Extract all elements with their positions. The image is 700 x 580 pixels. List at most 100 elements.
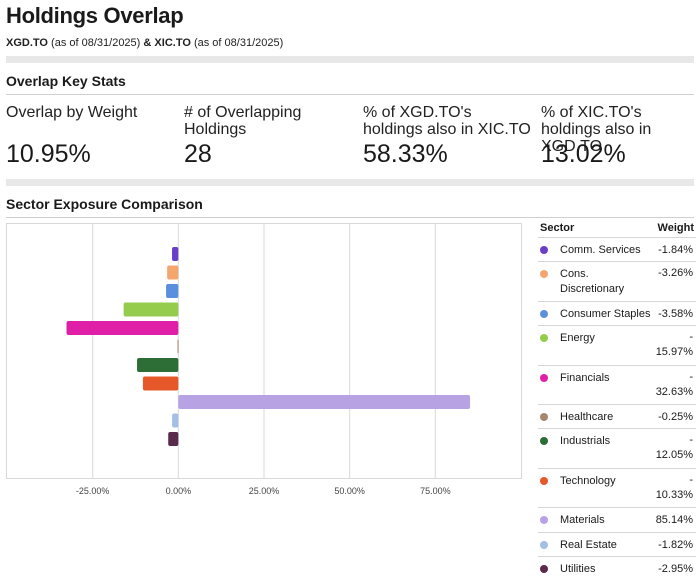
stat-fund2-in-fund1: % of XIC.TO's holdings also in XGD.TO 13…	[541, 104, 696, 168]
stat-value: 10.95%	[6, 140, 91, 168]
table-row: Cons. Discretionary -3.26%	[538, 261, 696, 301]
sector-weight: - 15.97%	[656, 330, 693, 360]
plot-frame	[6, 223, 522, 479]
stat-value: 58.33%	[363, 140, 448, 168]
sector-weight: - 12.05%	[656, 433, 693, 463]
sector-name: Comm. Services	[560, 244, 641, 256]
sector-weight: -3.26%	[658, 267, 693, 279]
legend-dot	[540, 413, 548, 421]
table-row: Technology - 10.33%	[538, 468, 696, 507]
stat-overlapping-holdings: # of Overlapping Holdings 28	[184, 104, 344, 168]
weight-magnitude: 10.33%	[655, 489, 693, 501]
sector-weight: -3.58%	[658, 308, 693, 320]
ampersand: &	[143, 37, 152, 49]
x-tick-label: 25.00%	[249, 486, 280, 496]
legend-dot	[540, 246, 548, 254]
sector-name: Energy	[560, 332, 595, 344]
legend-dot	[540, 437, 548, 445]
stat-value: 28	[184, 140, 212, 168]
sector-name: Consumer Staples	[560, 308, 651, 320]
stat-fund1-in-fund2: % of XGD.TO's holdings also in XIC.TO 58…	[363, 104, 533, 168]
bar-technology[interactable]	[142, 376, 179, 391]
sector-weight: -1.82%	[658, 539, 693, 551]
bar-consumer-staples[interactable]	[166, 284, 179, 298]
sector-weight: -2.95%	[658, 563, 693, 575]
fund2-ticker[interactable]: XIC.TO	[154, 37, 191, 49]
stat-label: Overlap by Weight	[6, 104, 138, 121]
bar-comm-services[interactable]	[172, 247, 179, 261]
x-tick-label: 75.00%	[420, 486, 451, 496]
legend-dot	[540, 565, 548, 573]
weight-magnitude: 32.63%	[655, 386, 693, 398]
heading-rule	[6, 217, 694, 218]
bar-energy[interactable]	[123, 302, 179, 317]
sector-weight: - 10.33%	[656, 473, 693, 503]
legend-dot	[540, 541, 548, 549]
sector-weight: - 32.63%	[656, 370, 693, 400]
bar-materials[interactable]	[178, 395, 471, 409]
sector-name: Healthcare	[560, 411, 614, 423]
weight-sign: -	[689, 474, 693, 486]
table-row: Materials 85.14%	[538, 507, 696, 532]
legend-dot	[540, 334, 548, 342]
bar-financials[interactable]	[66, 321, 179, 335]
x-tick-label: 0.00%	[166, 486, 192, 496]
bar-real-estate[interactable]	[172, 413, 179, 428]
key-stats-heading: Overlap Key Stats	[6, 73, 126, 89]
heading-rule	[6, 94, 694, 95]
legend-dot	[540, 270, 548, 278]
table-row: Consumer Staples -3.58%	[538, 301, 696, 325]
stat-label: % of XGD.TO's holdings also in XIC.TO	[363, 104, 531, 138]
weight-magnitude: 12.05%	[655, 449, 693, 461]
stat-value: 13.02%	[541, 140, 626, 168]
fund1-asof: (as of 08/31/2025)	[51, 37, 141, 49]
weight-sign: -	[689, 371, 693, 383]
fund1-ticker[interactable]: XGD.TO	[6, 37, 48, 49]
stat-label: # of Overlapping Holdings	[184, 104, 302, 138]
table-row: Energy - 15.97%	[538, 325, 696, 365]
legend-dot	[540, 310, 548, 318]
x-tick-label: 50.00%	[334, 486, 365, 496]
table-row: Utilities -2.95%	[538, 556, 696, 580]
table-row: Healthcare -0.25%	[538, 404, 696, 428]
sector-name: Industrials	[560, 435, 611, 447]
page-title: Holdings Overlap	[6, 3, 184, 28]
sector-name: Real Estate	[560, 539, 617, 551]
weight-sign: -	[689, 434, 693, 446]
sector-name: Financials	[560, 372, 610, 384]
fund-pair-subtitle: XGD.TO (as of 08/31/2025) & XIC.TO (as o…	[6, 37, 283, 49]
sector-bar-chart: -25.00% 0.00% 25.00% 50.00% 75.00%	[6, 223, 522, 496]
sector-col-header[interactable]: Sector	[540, 222, 575, 234]
sector-weight: 85.14%	[655, 514, 693, 526]
sector-weight: -1.84%	[658, 244, 693, 256]
weight-magnitude: 15.97%	[655, 346, 693, 358]
bar-cons-discretionary[interactable]	[167, 265, 179, 280]
table-row: Real Estate -1.82%	[538, 532, 696, 556]
weight-sign: -	[689, 331, 693, 343]
stat-label: % of XIC.TO's holdings also in XGD.TO	[541, 104, 652, 155]
sector-chart: -25.00% 0.00% 25.00% 50.00% 75.00%	[6, 223, 522, 523]
x-tick-label: -25.00%	[76, 486, 110, 496]
sector-table: Sector Weight Comm. Services -1.84% Cons. …	[538, 218, 696, 580]
table-header: Sector Weight	[538, 218, 696, 237]
legend-dot	[540, 516, 548, 524]
fund2-asof: (as of 08/31/2025)	[193, 37, 284, 49]
legend-dot	[540, 374, 548, 382]
section-divider	[6, 179, 694, 186]
weight-col-header[interactable]: Weight	[657, 222, 694, 234]
table-row: Comm. Services -1.84%	[538, 237, 696, 261]
sector-name: Cons. Discretionary	[560, 268, 625, 295]
bar-utilities[interactable]	[168, 432, 179, 446]
bar-industrials[interactable]	[137, 358, 179, 372]
stat-overlap-weight: Overlap by Weight 10.95%	[6, 104, 171, 168]
table-row: Financials - 32.63%	[538, 365, 696, 404]
sector-weight: -0.25%	[658, 411, 693, 423]
legend-dot	[540, 477, 548, 485]
section-divider	[6, 56, 694, 63]
sector-heading: Sector Exposure Comparison	[6, 196, 203, 212]
bar-healthcare[interactable]	[177, 339, 179, 354]
table-row: Industrials - 12.05%	[538, 428, 696, 468]
sector-name: Utilities	[560, 563, 596, 575]
sector-name: Technology	[560, 475, 616, 487]
sector-name: Materials	[560, 514, 605, 526]
